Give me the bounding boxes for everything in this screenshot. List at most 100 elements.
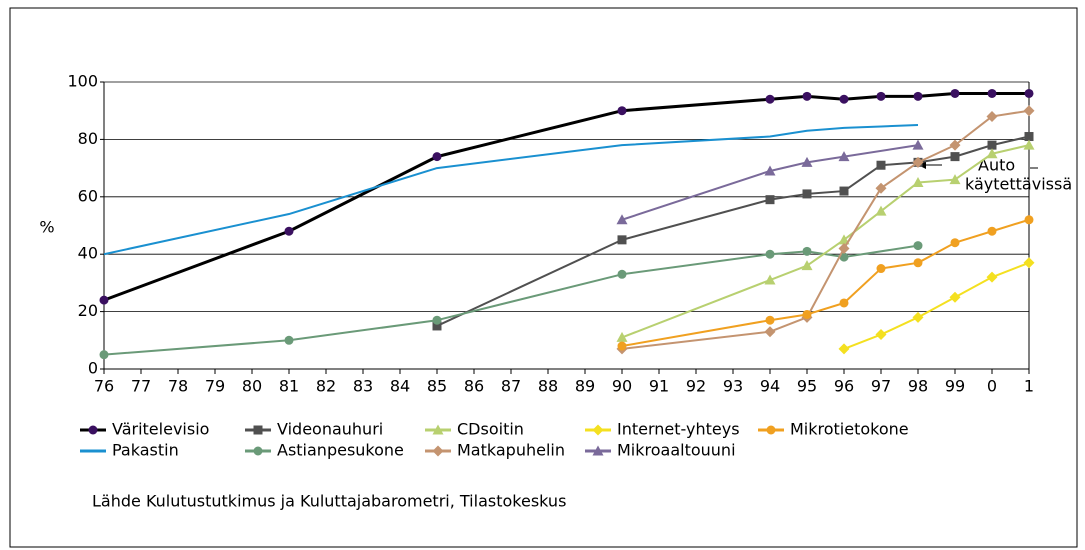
- y-axis-label: %: [39, 218, 54, 237]
- data-point: [616, 331, 628, 342]
- y-tick-label: 20: [78, 301, 98, 320]
- data-point: [875, 329, 887, 341]
- x-tick-label: 0: [987, 377, 997, 396]
- legend-label: Pakastin: [112, 441, 179, 460]
- data-point: [876, 264, 886, 274]
- data-point: [801, 260, 813, 271]
- data-point: [1023, 139, 1035, 150]
- legend-label: Internet-yhteys: [617, 420, 740, 439]
- x-tick-label: 84: [390, 377, 410, 396]
- y-tick-label: 80: [78, 129, 98, 148]
- data-point: [913, 91, 923, 101]
- data-point: [1024, 215, 1034, 225]
- data-point: [949, 174, 961, 185]
- data-point: [99, 295, 109, 305]
- x-tick-label: 98: [908, 377, 928, 396]
- legend-label: Matkapuhelin: [457, 441, 565, 460]
- data-point: [764, 165, 776, 176]
- legend-marker: [766, 425, 776, 435]
- x-tick-label: 91: [649, 377, 669, 396]
- data-point: [765, 315, 775, 325]
- data-point: [802, 91, 812, 101]
- x-tick-label: 94: [760, 377, 780, 396]
- data-point: [839, 252, 849, 262]
- x-tick-label: 83: [353, 377, 373, 396]
- x-tick-label: 76: [94, 377, 114, 396]
- x-tick-label: 90: [612, 377, 632, 396]
- series-line: [843, 261, 1030, 350]
- x-tick-label: 96: [834, 377, 854, 396]
- y-tick-label: 60: [78, 186, 98, 205]
- data-point: [839, 298, 849, 308]
- x-tick-label: 79: [205, 377, 225, 396]
- data-point: [987, 88, 997, 98]
- data-point: [950, 88, 960, 98]
- annotation: Auto: [978, 156, 1015, 175]
- data-point: [617, 235, 627, 245]
- data-point: [765, 94, 775, 104]
- data-point: [986, 110, 998, 122]
- data-point: [616, 214, 628, 225]
- data-point: [950, 238, 960, 248]
- source: Lähde Kulutustutkimus ja Kuluttajabarome…: [92, 492, 566, 511]
- data-point: [764, 274, 776, 285]
- series-line: [621, 144, 919, 221]
- series-line: [436, 135, 1030, 327]
- legend-marker: [88, 425, 98, 435]
- data-point: [432, 321, 442, 331]
- data-point: [432, 315, 442, 325]
- data-point: [284, 335, 294, 345]
- x-tick-label: 89: [575, 377, 595, 396]
- data-point: [987, 140, 997, 150]
- data-point: [838, 242, 850, 254]
- data-point: [765, 249, 775, 259]
- data-point: [838, 343, 850, 355]
- data-point: [617, 269, 627, 279]
- data-point: [1024, 88, 1034, 98]
- data-point: [764, 326, 776, 338]
- data-point: [950, 152, 960, 162]
- data-point: [1023, 105, 1035, 117]
- data-point: [876, 91, 886, 101]
- data-point: [802, 309, 812, 319]
- data-point: [949, 139, 961, 151]
- y-tick-label: 0: [88, 359, 98, 378]
- data-point: [802, 246, 812, 256]
- annotation: käytettävissä: [965, 175, 1072, 194]
- frame: [9, 7, 1078, 548]
- data-point: [1024, 132, 1034, 142]
- data-point: [802, 189, 812, 199]
- x-tick-label: 82: [316, 377, 336, 396]
- data-point: [99, 350, 109, 360]
- legend-label: Väritelevisio: [112, 420, 209, 439]
- x-tick-label: 86: [464, 377, 484, 396]
- data-point: [912, 156, 924, 168]
- x-tick-label: 85: [427, 377, 447, 396]
- x-tick-label: 92: [686, 377, 706, 396]
- legend-marker: [253, 425, 263, 435]
- legend-label: CDsoitin: [457, 420, 524, 439]
- data-point: [1023, 257, 1035, 269]
- legend-label: Mikrotietokone: [790, 420, 909, 439]
- legend-label: Mikroaaltouuni: [617, 441, 736, 460]
- data-point: [875, 205, 887, 216]
- data-point: [912, 176, 924, 187]
- series-line: [103, 244, 919, 356]
- legend-marker: [253, 446, 263, 456]
- legend-label: Videonauhuri: [277, 420, 383, 439]
- x-tick-label: 78: [168, 377, 188, 396]
- data-point: [912, 311, 924, 323]
- data-point: [876, 160, 886, 170]
- data-point: [987, 226, 997, 236]
- data-point: [838, 234, 850, 245]
- legend-marker: [432, 445, 444, 457]
- legend-label: Astianpesukone: [277, 441, 404, 460]
- x-tick-label: 87: [501, 377, 521, 396]
- legend-marker: [592, 424, 604, 436]
- x-tick-label: 93: [723, 377, 743, 396]
- x-tick-label: 80: [242, 377, 262, 396]
- data-point: [284, 226, 294, 236]
- legend-marker: [432, 424, 444, 435]
- x-tick-label: 97: [871, 377, 891, 396]
